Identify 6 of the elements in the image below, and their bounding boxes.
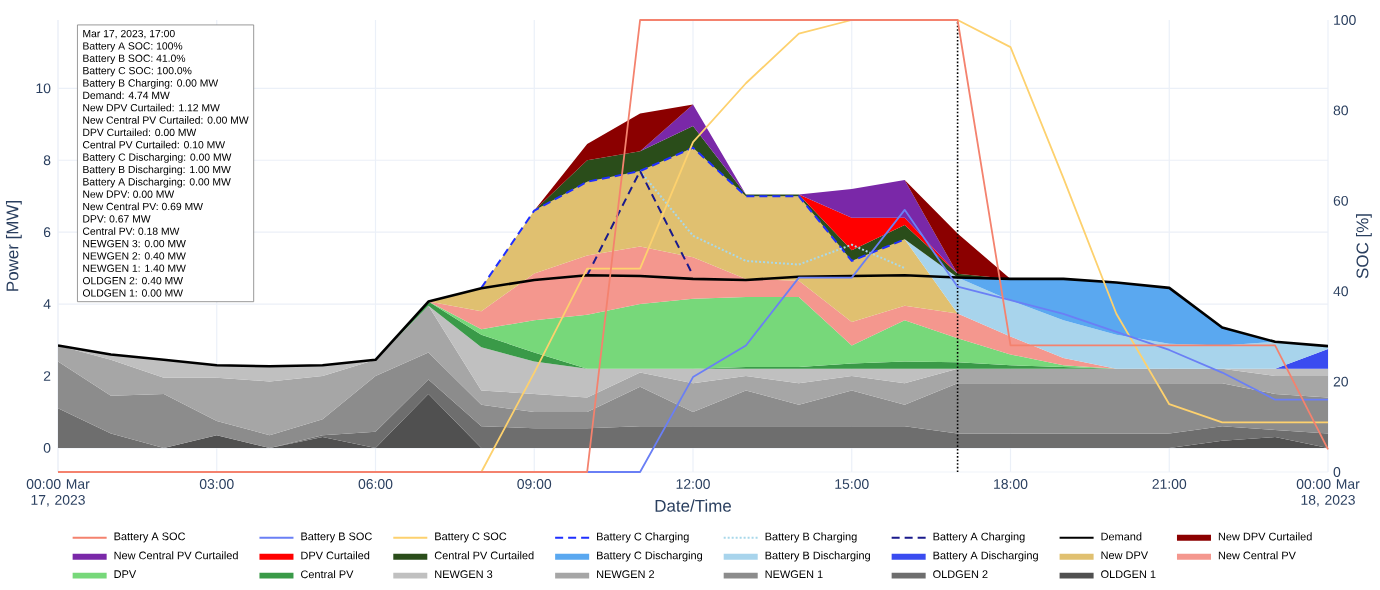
line-series (639, 170, 906, 270)
x-axis-title: Date/Time (655, 499, 731, 512)
y2-axis-title: SOC [%] (1356, 214, 1372, 279)
line-series (586, 208, 1329, 473)
y-axis-title: Power [MW] (5, 201, 22, 291)
line-series (480, 146, 906, 289)
